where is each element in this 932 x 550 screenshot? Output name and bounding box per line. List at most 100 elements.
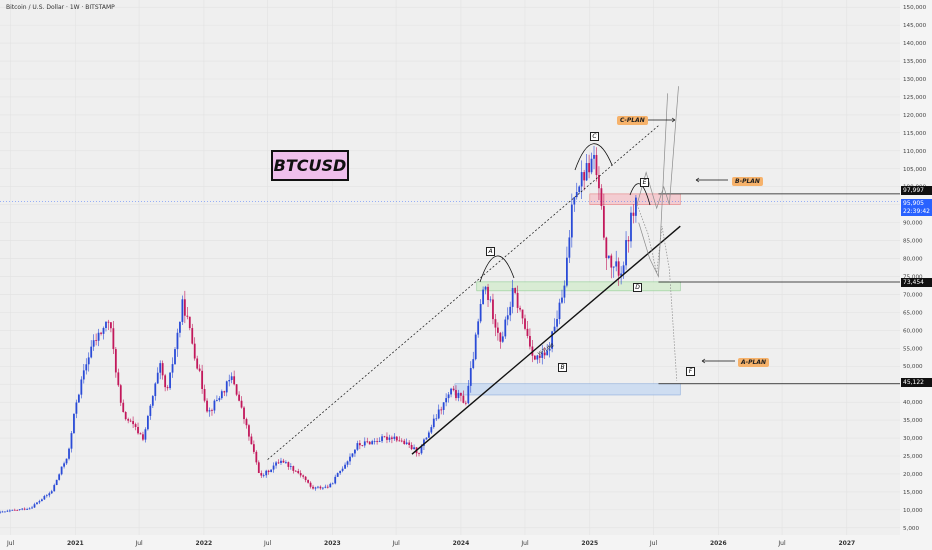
candle-body	[492, 299, 494, 320]
candle-body	[351, 453, 354, 457]
candle-body	[536, 355, 539, 360]
candle-body	[186, 315, 189, 317]
candle-body	[504, 319, 507, 337]
candle-body	[610, 255, 613, 268]
a-plan-tag: A-PLAN	[738, 358, 770, 367]
candle-body	[6, 510, 9, 512]
candle-body	[0, 511, 1, 513]
y-tick-label: 65,000	[903, 310, 923, 316]
candle-body	[405, 442, 408, 444]
candle-body	[427, 432, 430, 438]
candle-body	[371, 441, 374, 445]
y-tick-label: 55,000	[903, 346, 923, 352]
candle-body	[198, 368, 201, 371]
candle-body	[541, 352, 544, 358]
candle-body	[166, 387, 169, 389]
candle-body	[630, 212, 632, 242]
candle-body	[110, 322, 112, 329]
candle-body	[521, 309, 524, 319]
candle-body	[319, 486, 322, 489]
candle-body	[154, 383, 157, 397]
candle-body	[455, 390, 457, 399]
candle-body	[82, 370, 85, 380]
candle-body	[408, 442, 411, 445]
candle-body	[346, 461, 349, 465]
candle-body	[452, 388, 455, 391]
y-tick-label: 90,000	[903, 221, 923, 227]
candle-body	[381, 436, 383, 442]
candle-body	[156, 372, 159, 384]
candle-body	[561, 297, 563, 303]
candle-body	[514, 288, 517, 293]
candle-body	[53, 485, 56, 492]
candle-body	[526, 328, 529, 336]
candle-body	[440, 409, 443, 411]
candle-body	[501, 336, 504, 342]
candle-body	[13, 509, 16, 511]
y-tick-label: 20,000	[903, 472, 923, 478]
candle-body	[447, 394, 450, 399]
candle-body	[137, 426, 139, 434]
candle-body	[467, 385, 470, 404]
candle-body	[299, 473, 302, 476]
wave-label-e: E	[640, 178, 649, 187]
a-plan-arrow-head	[701, 358, 706, 364]
x-tick-label: Jul	[392, 540, 401, 547]
candle-body	[578, 186, 581, 193]
y-tick-label: 85,000	[903, 239, 923, 245]
candle-body	[566, 257, 568, 286]
candle-body	[627, 240, 630, 242]
candle-body	[80, 379, 83, 395]
y-tick-label: 80,000	[903, 257, 923, 263]
candle-body	[142, 434, 144, 440]
candle-body	[280, 460, 282, 463]
candle-body	[294, 470, 297, 472]
candle-body	[339, 470, 342, 474]
x-tick-label: Jul	[263, 540, 272, 547]
y-tick-label: 135,000	[903, 59, 927, 65]
candle-body	[516, 292, 519, 308]
candle-body	[615, 261, 618, 267]
candle-body	[602, 206, 605, 238]
y-tick-label: 10,000	[903, 508, 923, 514]
candle-body	[230, 376, 233, 380]
candle-body	[28, 508, 31, 510]
y-tick-label: 70,000	[903, 292, 923, 298]
candle-body	[179, 321, 181, 333]
candle-body	[174, 349, 176, 365]
candle-body	[11, 509, 14, 511]
candle-body	[336, 473, 339, 477]
candle-body	[216, 400, 218, 401]
candle-body	[252, 444, 255, 452]
candle-body	[573, 197, 576, 205]
candle-body	[484, 286, 487, 290]
candle-body	[400, 440, 403, 442]
candle-body	[341, 468, 344, 471]
candle-body	[329, 483, 332, 488]
w-tline	[411, 225, 681, 455]
candle-body	[297, 470, 300, 474]
plot-background	[0, 0, 900, 535]
candle-body	[169, 372, 171, 389]
candle-body	[511, 288, 514, 307]
candle-body	[262, 475, 265, 477]
candle-body	[477, 321, 480, 335]
candle-body	[248, 425, 250, 437]
candle-body	[90, 346, 93, 358]
candle-body	[208, 410, 211, 412]
chart-title: Bitcoin / U.S. Dollar · 1W · BITSTAMP	[6, 4, 115, 11]
candle-body	[368, 441, 371, 445]
price-flag-countdown: 22:39:42	[901, 207, 932, 216]
candle-body	[324, 486, 327, 488]
candle-body	[292, 466, 295, 471]
candle-body	[376, 441, 379, 442]
candle-body	[223, 391, 226, 393]
wave-a-arc	[479, 255, 515, 283]
y-tick-label: 60,000	[903, 328, 923, 334]
price-flag-level-top: 97,997	[901, 186, 932, 195]
candle-body	[568, 237, 571, 258]
candle-body	[16, 509, 19, 511]
candle-body	[499, 332, 502, 342]
candle-body	[312, 486, 314, 489]
